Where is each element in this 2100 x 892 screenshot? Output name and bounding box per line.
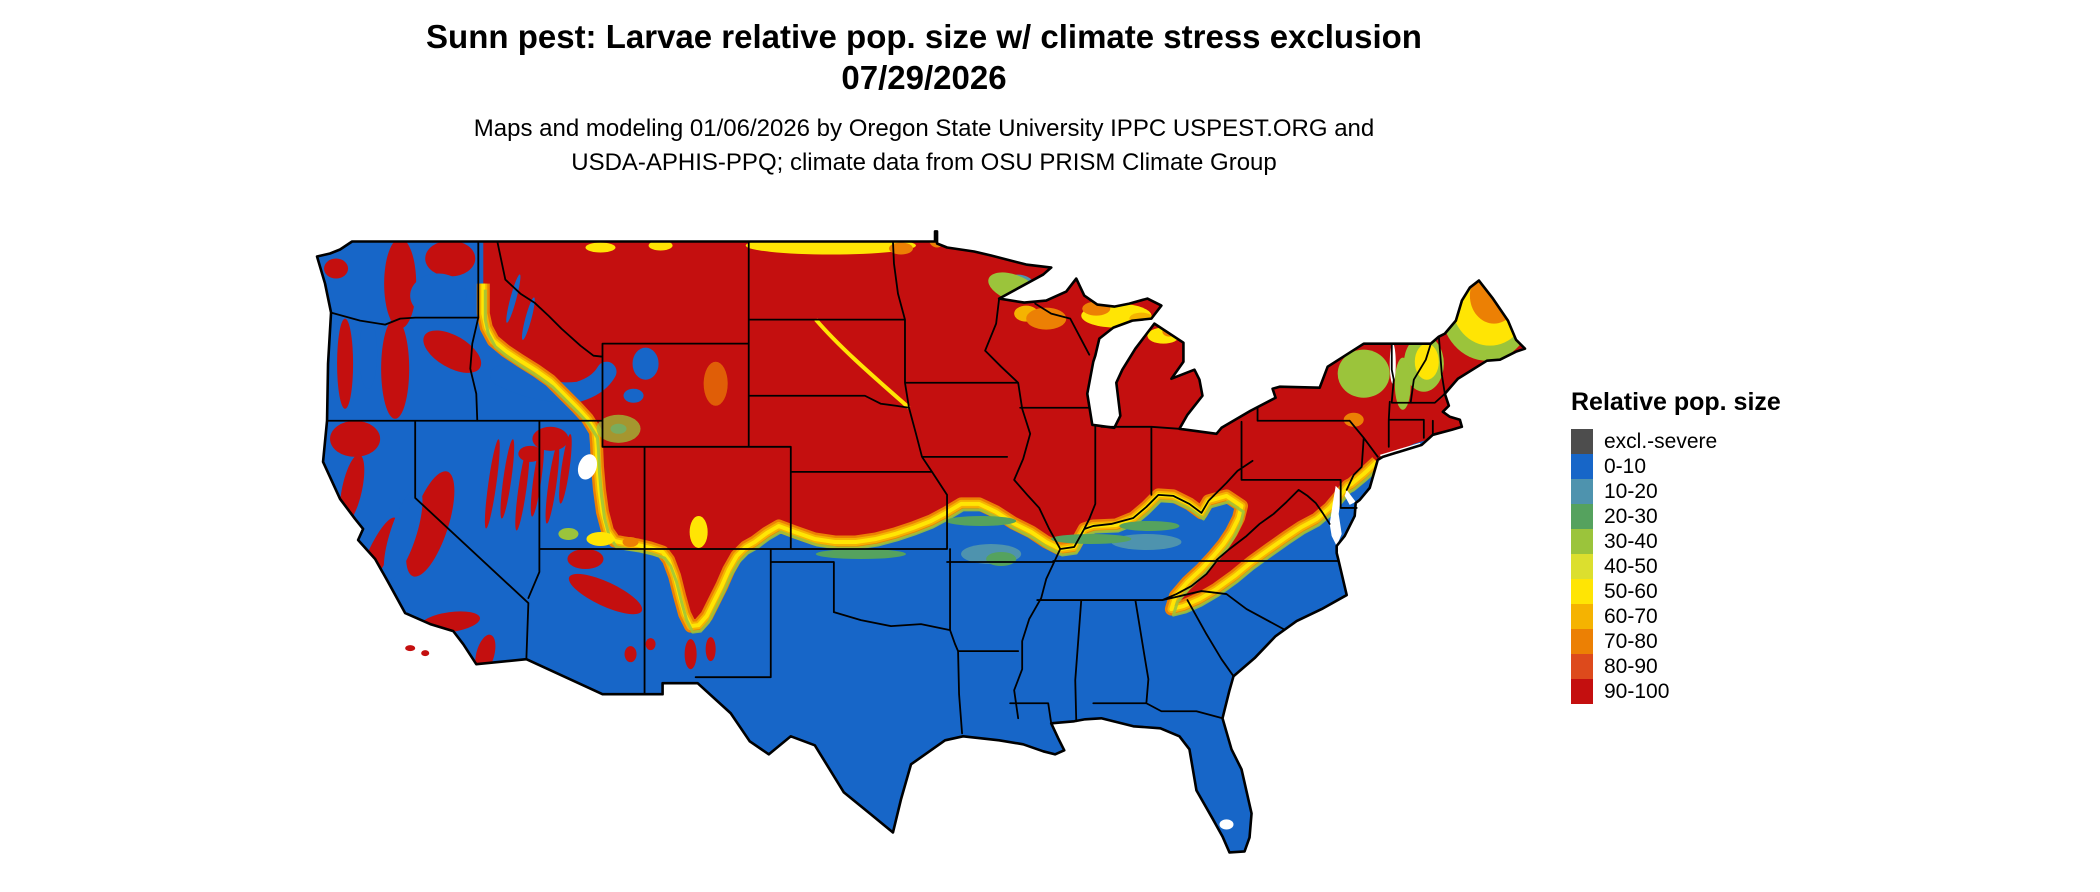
delaware-bay [1344, 489, 1356, 505]
legend-label: 90-100 [1604, 680, 1670, 703]
legend-item: 20-30 [1571, 504, 1831, 529]
legend-item: 50-60 [1571, 579, 1831, 604]
legend-swatch [1571, 529, 1593, 554]
legend-label: 80-90 [1604, 655, 1658, 678]
legend-swatch [1571, 479, 1593, 504]
raster-low-valleys [359, 273, 659, 580]
legend-item: 30-40 [1571, 529, 1831, 554]
legend-label: 40-50 [1604, 555, 1658, 578]
legend-swatch [1571, 629, 1593, 654]
legend-swatch [1571, 679, 1593, 704]
us-map [300, 222, 1535, 884]
chesapeake-bay [1329, 485, 1342, 546]
legend-swatch [1571, 429, 1593, 454]
channel-islands [405, 645, 430, 657]
lake-okeechobee [1219, 819, 1234, 830]
legend-swatch [1571, 554, 1593, 579]
legend-item: 10-20 [1571, 479, 1831, 504]
legend-item: 60-70 [1571, 604, 1831, 629]
map-subtitle: Maps and modeling 01/06/2026 by Oregon S… [0, 112, 1848, 180]
state-borders [326, 240, 1446, 735]
legend-swatch [1571, 604, 1593, 629]
legend-item: excl.-severe [1571, 429, 1831, 454]
legend-label: 50-60 [1604, 580, 1658, 603]
legend-item: 40-50 [1571, 554, 1831, 579]
raster-green-patches [815, 515, 1180, 567]
legend-swatch [1571, 579, 1593, 604]
legend-swatch [1571, 454, 1593, 479]
page-title-date: 07/29/2026 [841, 59, 1007, 96]
legend-swatch [1571, 654, 1593, 679]
legend-label: 20-30 [1604, 505, 1658, 528]
legend-swatch [1571, 504, 1593, 529]
legend-label: 70-80 [1604, 630, 1658, 653]
map-legend: Relative pop. size excl.-severe 0-10 10-20… [1571, 388, 1831, 704]
legend-item: 90-100 [1571, 679, 1831, 704]
legend-item: 80-90 [1571, 654, 1831, 679]
legend-items: excl.-severe 0-10 10-20 20-30 30-40 40-50 50-6… [1571, 429, 1831, 704]
legend-label: 0-10 [1604, 455, 1647, 478]
map-header: Sunn pest: Larvae relative pop. size w/ … [0, 16, 1848, 180]
legend-label: 60-70 [1604, 605, 1658, 628]
legend-label: 10-20 [1604, 480, 1658, 503]
legend-item: 70-80 [1571, 629, 1831, 654]
us-map-svg [315, 230, 1527, 854]
page-title: Sunn pest: Larvae relative pop. size w/ … [426, 18, 1422, 55]
legend-title: Relative pop. size [1571, 388, 1781, 416]
subtitle-credits-line2: USDA-APHIS-PPQ; climate data from OSU PR… [571, 149, 1277, 176]
legend-label: excl.-severe [1604, 430, 1718, 453]
legend-label: 30-40 [1604, 530, 1658, 553]
legend-item: 0-10 [1571, 454, 1831, 479]
subtitle-credits-line1: Maps and modeling 01/06/2026 by Oregon S… [473, 115, 1375, 142]
great-salt-lake [577, 454, 598, 480]
